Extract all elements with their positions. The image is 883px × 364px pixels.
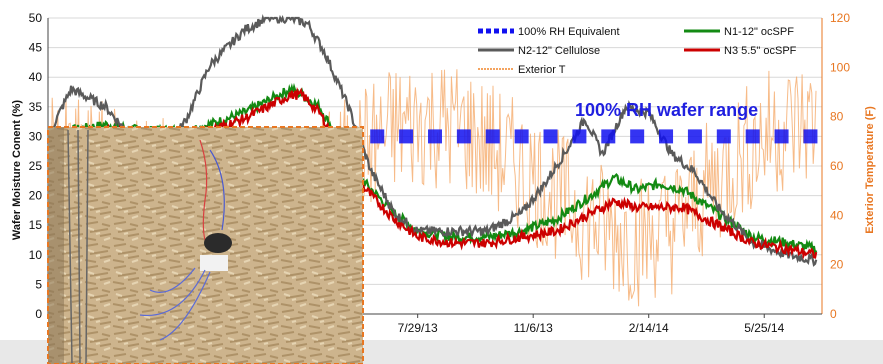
y2-tick-6: 120 (830, 11, 850, 25)
y-tick-1: 5 (35, 277, 42, 291)
y2-tick-5: 100 (830, 60, 850, 74)
y-tick-3: 15 (29, 218, 43, 232)
rh-equivalent-point-10 (485, 129, 500, 144)
rh-equivalent-point-18 (716, 129, 731, 144)
legend: 100% RH Equivalent N2-12" Cellulose Exte… (478, 26, 797, 76)
y2-tick-3: 60 (830, 159, 844, 173)
y2-tick-1: 20 (830, 258, 844, 272)
x-tick-3: 7/29/13 (398, 321, 438, 335)
y-tick-8: 40 (29, 70, 43, 84)
y-tick-0: 0 (35, 307, 42, 321)
legend-label-ext: Exterior T (518, 64, 566, 76)
rh-equivalent-point-13 (572, 129, 587, 144)
y-tick-4: 20 (29, 189, 43, 203)
rh-equivalent-point-12 (543, 129, 558, 144)
y2-axis-title: Exterior Temperature (F) (864, 106, 876, 234)
sensor-photo-inset (47, 126, 364, 364)
rh-equivalent-point-7 (399, 129, 414, 144)
legend-label-n1: N1-12" ocSPF (724, 26, 794, 38)
y-tick-5: 25 (29, 159, 43, 173)
y2-tick-labels: 0 20 40 60 80 100 120 (830, 11, 850, 321)
y-tick-10: 50 (29, 11, 43, 25)
rh-range-annotation: 100% RH wafer range (575, 100, 758, 120)
rh-equivalent-point-9 (456, 129, 471, 144)
y2-tick-0: 0 (830, 307, 837, 321)
y2-tick-2: 40 (830, 208, 844, 222)
rh-equivalent-point-8 (428, 129, 442, 144)
x-tick-4: 11/6/13 (514, 321, 553, 335)
y-axis-title: Wafer Moisture Conent (%) (11, 100, 23, 240)
rh-equivalent-point-11 (514, 129, 529, 144)
y-tick-labels: 0 5 10 15 20 25 30 35 40 45 50 (29, 11, 43, 321)
y2-tick-4: 80 (830, 110, 844, 124)
rh-equivalent-point-14 (601, 129, 616, 144)
rh-equivalent-point-16 (659, 129, 674, 144)
y-tick-6: 30 (29, 129, 43, 143)
rh-equivalent-point-19 (745, 129, 760, 144)
legend-label-rh: 100% RH Equivalent (518, 26, 620, 38)
rh-equivalent-point-17 (687, 129, 702, 144)
legend-label-n3: N3 5.5" ocSPF (724, 45, 797, 57)
x-tick-6: 5/25/14 (744, 321, 784, 335)
rh-equivalent-point-6 (370, 129, 385, 144)
legend-label-n2: N2-12" Cellulose (518, 45, 600, 57)
rh-equivalent-point-15 (630, 129, 645, 144)
rh-equivalent-point-20 (774, 129, 789, 144)
x-tick-5: 2/14/14 (629, 321, 669, 335)
y-tick-9: 45 (29, 41, 43, 55)
y-tick-7: 35 (29, 100, 43, 114)
y-tick-2: 10 (29, 248, 43, 262)
rh-equivalent-point-21 (803, 129, 818, 144)
